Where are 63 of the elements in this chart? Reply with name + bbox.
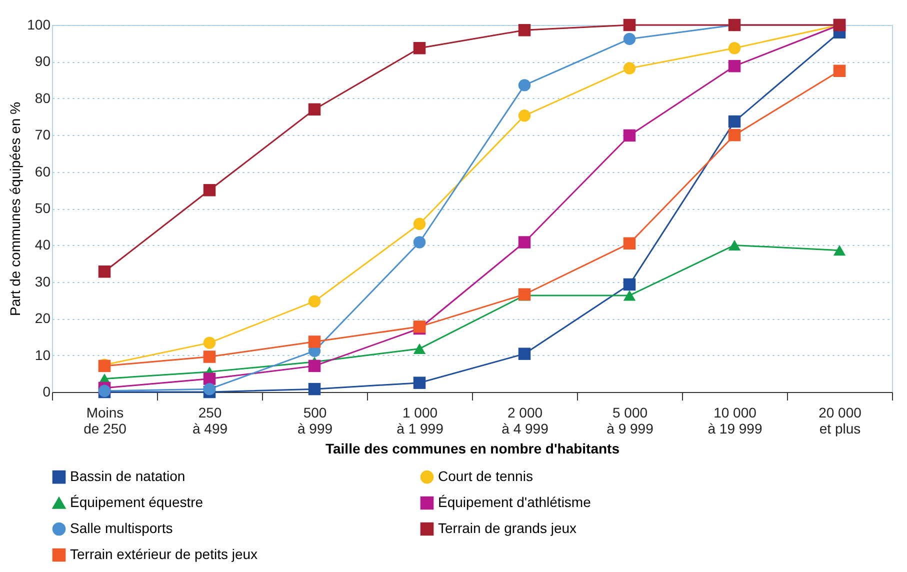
- point: [203, 350, 216, 363]
- legend-label: Salle multisports: [70, 520, 173, 536]
- point: [728, 240, 741, 251]
- point: [203, 336, 216, 349]
- x-tick-label: 5 000 à 9 999: [606, 404, 654, 436]
- point: [413, 42, 426, 54]
- point: [518, 79, 531, 92]
- point: [308, 360, 321, 372]
- y-tick-label: 50: [34, 200, 51, 216]
- x-tick-label: Moins de 250: [84, 404, 127, 436]
- point: [413, 343, 426, 354]
- point: [623, 18, 636, 32]
- point: [518, 24, 531, 36]
- legend-label: Court de tennis: [438, 468, 533, 484]
- point: [203, 372, 216, 385]
- point: [98, 266, 111, 278]
- point: [728, 128, 741, 142]
- y-tick-label: 10: [34, 346, 51, 363]
- point: [623, 237, 636, 250]
- point: [413, 376, 426, 389]
- point: [833, 245, 846, 256]
- y-tick-label: 70: [34, 126, 51, 143]
- legend-label: Terrain de grands jeux: [438, 520, 577, 536]
- y-tick-label: 40: [34, 236, 51, 253]
- point: [623, 32, 636, 46]
- point: [623, 278, 636, 291]
- x-tick-label: 1 000 à 1 999: [396, 404, 444, 436]
- x-tick-label: 500 à 999: [297, 404, 333, 436]
- y-axis-title: Part de communes équipées en %: [7, 102, 24, 316]
- point: [623, 129, 636, 142]
- x-tick-label: 250 à 499: [192, 404, 228, 436]
- y-tick-label: 90: [34, 53, 51, 70]
- point: [203, 184, 216, 196]
- point: [728, 60, 741, 72]
- y-tick-label: 0: [42, 384, 51, 400]
- point: [308, 336, 321, 348]
- x-tick-label: 10 000 à 19 999: [708, 404, 762, 436]
- point: [518, 110, 531, 122]
- point: [308, 295, 321, 308]
- y-tick-label: 60: [34, 163, 51, 180]
- point: [518, 236, 531, 248]
- point: [308, 103, 321, 116]
- y-tick-label: 20: [34, 310, 51, 326]
- point: [203, 382, 216, 396]
- y-tick-label: 30: [34, 273, 51, 290]
- legend-label: Bassin de natation: [70, 468, 186, 484]
- legend-label: Terrain extérieur de petits jeux: [70, 546, 258, 562]
- legend-label: Équipement d'athlétisme: [438, 494, 592, 510]
- x-axis-title: Taille des communes en nombre d'habitants: [325, 440, 620, 456]
- point: [728, 115, 741, 128]
- y-tick-label: 100: [27, 16, 51, 32]
- point: [413, 236, 426, 248]
- point: [308, 382, 321, 396]
- point: [728, 42, 741, 54]
- legend-label: Équipement équestre: [70, 494, 204, 510]
- point: [518, 348, 531, 360]
- point: [623, 62, 636, 74]
- point: [833, 64, 846, 77]
- y-tick-label: 80: [34, 90, 51, 106]
- point: [623, 290, 636, 301]
- x-tick-label: 20 000 et plus: [818, 404, 862, 436]
- x-tick-label: 2 000 à 4 999: [502, 404, 549, 436]
- point: [413, 218, 426, 230]
